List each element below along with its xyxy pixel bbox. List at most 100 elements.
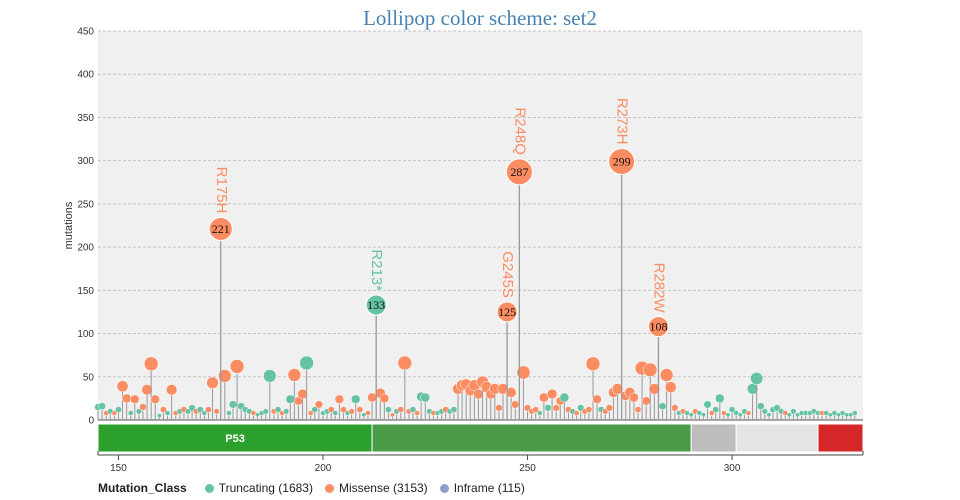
domain-p53	[97, 423, 373, 453]
lollipop-head	[634, 406, 642, 413]
lollipop-head	[166, 384, 178, 396]
lollipop-head	[115, 406, 122, 413]
lollipop-head	[420, 392, 431, 403]
lollipop-head	[314, 400, 323, 409]
lollipop-head	[164, 410, 171, 416]
lollipop-head	[332, 410, 339, 416]
lollipop-head	[505, 386, 517, 398]
lollipop-head	[205, 406, 212, 413]
lollipop-head	[226, 410, 232, 416]
lollipop-head	[263, 369, 277, 383]
lollipop-head	[786, 412, 792, 418]
lollipop-head	[573, 410, 580, 416]
legend-dot-missense	[324, 483, 334, 493]
lollipop-head	[127, 410, 134, 416]
lollipop-head	[544, 404, 552, 412]
y-tick-label: 400	[77, 70, 94, 81]
lollipop-head	[703, 400, 712, 409]
lollipop-head	[611, 383, 624, 395]
mutation-label: R282W	[650, 263, 667, 314]
y-tick-label: 150	[77, 286, 94, 297]
lollipop-head	[664, 381, 677, 393]
lollipop-head	[537, 410, 543, 416]
lollipop-head	[511, 400, 520, 409]
lollipop-head	[473, 388, 484, 400]
lollipop-head	[701, 412, 706, 418]
lollipop-head	[592, 394, 602, 404]
domain-domain-5	[817, 423, 864, 453]
lollipop-head	[340, 406, 347, 413]
lollipop-head	[150, 394, 160, 404]
lollipop-head	[356, 406, 364, 413]
legend-label-inframe: Inframe (115)	[453, 481, 525, 495]
lollipop-head	[228, 400, 238, 409]
lollipop-head	[495, 404, 503, 412]
lollipop-head	[201, 410, 208, 416]
lollipop-head	[307, 410, 314, 416]
lollipop-head	[409, 406, 417, 413]
legend-item-truncating[interactable]: Truncating (1683)	[204, 481, 313, 495]
highlight-value-label: 108	[649, 320, 667, 334]
highlight-value-label: 125	[498, 305, 516, 319]
lollipop-head	[745, 410, 752, 416]
lollipop-head	[737, 412, 743, 418]
lollipop-head	[712, 406, 720, 413]
highlight-head	[365, 294, 387, 316]
lollipop-head	[160, 406, 167, 413]
lollipop-head	[218, 369, 232, 383]
legend-item-missense[interactable]: Missense (3153)	[324, 481, 428, 495]
lollipop-head	[116, 380, 129, 393]
lollipop-head	[659, 368, 674, 382]
lollipop-head	[327, 406, 335, 413]
legend-dot-inframe	[439, 483, 449, 493]
lollipop-head	[121, 393, 132, 404]
lollipop-head	[274, 406, 282, 413]
lollipop-head	[546, 388, 558, 400]
lollipop-head	[559, 392, 570, 403]
lollipop-head	[156, 413, 162, 419]
highlight-head	[208, 216, 233, 242]
lollipop-head	[715, 393, 725, 404]
lollipop-head	[585, 406, 593, 413]
lollipop-head	[397, 406, 405, 413]
lollipop-head	[348, 408, 355, 415]
lollipop-head	[111, 410, 118, 416]
lollipop-head	[262, 408, 269, 415]
lollipop-head	[334, 394, 345, 404]
lollipop-head	[516, 365, 531, 380]
lollipop-head	[761, 408, 768, 415]
y-tick-label: 250	[77, 199, 94, 210]
legend-label-missense: Missense (3153)	[338, 481, 428, 495]
lollipop-head	[844, 412, 850, 418]
y-tick-label: 0	[88, 416, 94, 427]
lollipop-head	[135, 408, 143, 415]
lollipop-head	[671, 404, 679, 412]
domain-label: P53	[225, 433, 245, 445]
lollipop-head	[532, 406, 540, 413]
lollipop-head	[390, 412, 395, 418]
highlight-value-label: 299	[613, 155, 631, 169]
lollipop-head	[130, 394, 140, 404]
lollipop-head	[213, 408, 220, 415]
lollipop-head	[658, 402, 667, 411]
lollipop-head	[728, 406, 736, 413]
y-tick-label: 200	[77, 243, 94, 254]
lollipop-head	[648, 383, 661, 395]
highlight-value-label: 287	[510, 165, 528, 179]
domain-domain-4	[735, 423, 819, 453]
highlight-head	[647, 316, 669, 338]
lollipop-head	[414, 410, 420, 416]
lollipop-head	[299, 355, 314, 371]
y-tick-label: 100	[77, 329, 94, 340]
highlight-value-label: 133	[367, 298, 385, 312]
lollipop-head	[283, 408, 290, 415]
lollipop-head	[552, 404, 560, 412]
x-tick-label: 250	[519, 463, 536, 474]
lollipop-head	[725, 412, 731, 418]
legend-item-inframe[interactable]: Inframe (115)	[439, 481, 525, 495]
lollipop-head	[450, 406, 458, 413]
y-tick-label: 300	[77, 156, 94, 167]
mutation-label: R213*	[368, 249, 385, 291]
lollipop-head	[139, 403, 147, 411]
